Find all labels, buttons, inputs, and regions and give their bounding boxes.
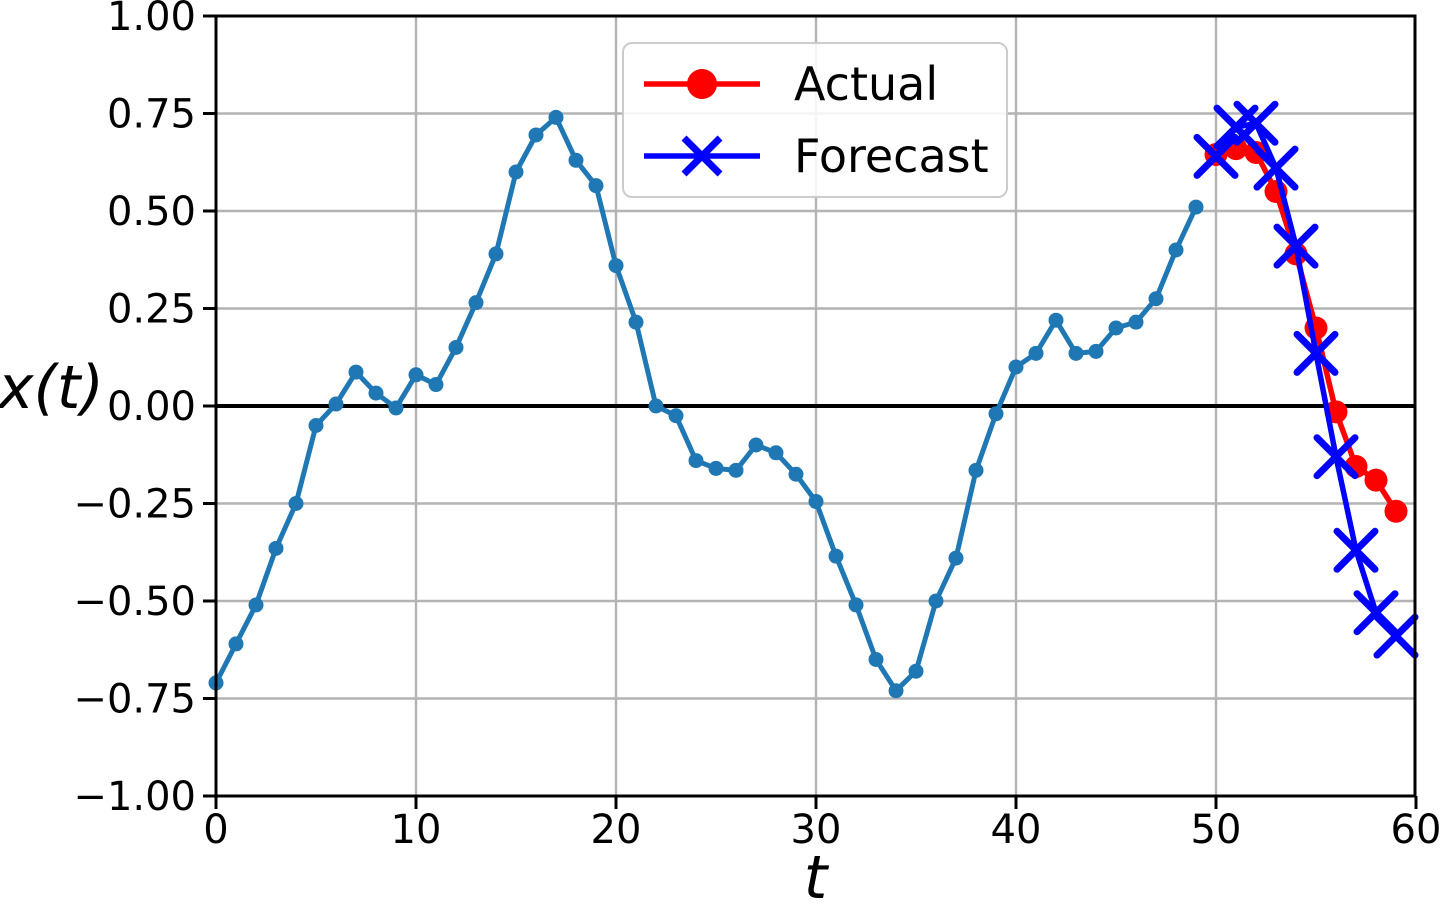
series-history-marker <box>248 597 264 613</box>
series-history-marker <box>348 364 364 380</box>
series-forecast-marker-x <box>1233 100 1279 146</box>
x-tick-label-10: 10 <box>391 807 442 853</box>
series-forecast-line <box>1213 120 1399 639</box>
series-history-marker <box>428 377 444 393</box>
series-history-marker <box>488 246 504 262</box>
series-history-marker <box>888 683 904 699</box>
series-forecast-marker-x <box>1253 145 1299 191</box>
series-history-marker <box>608 258 624 274</box>
series-forecast-marker-x <box>1193 133 1239 179</box>
series-history-marker <box>788 466 804 482</box>
series-history-marker <box>668 408 684 424</box>
series-history-marker <box>588 178 604 194</box>
series-forecast-marker-x <box>1333 527 1379 573</box>
legend-label-actual: Actual <box>794 57 939 111</box>
series-history-marker <box>548 109 564 125</box>
series-history-marker <box>808 494 824 510</box>
series-history-marker <box>828 548 844 564</box>
legend: Actual Forecast <box>622 42 1008 198</box>
series-history-marker <box>1168 242 1184 258</box>
x-tick-label-50: 50 <box>1191 807 1242 853</box>
y-tick-label--0.75: −0.75 <box>73 677 196 723</box>
x-tick-label-0: 0 <box>203 807 228 853</box>
series-history-marker <box>568 152 584 168</box>
series-history-marker <box>868 652 884 667</box>
y-tick-label-0.5: 0.50 <box>107 189 196 235</box>
legend-sample-actual-icon <box>644 69 760 99</box>
series-history-marker <box>748 437 764 453</box>
series-history-marker <box>1108 320 1124 336</box>
series-history-marker <box>328 396 344 412</box>
legend-item-actual: Actual <box>636 49 1006 119</box>
y-tick-label--0.25: −0.25 <box>73 482 196 528</box>
x-tick-label-20: 20 <box>591 807 642 853</box>
legend-item-forecast: Forecast <box>636 121 1006 191</box>
series-history-marker <box>1008 359 1024 375</box>
series-forecast-marker-x <box>1273 223 1319 269</box>
legend-label-forecast: Forecast <box>794 129 989 183</box>
series-history-marker <box>1128 314 1144 330</box>
y-tick-label--0.5: −0.50 <box>73 579 196 625</box>
x-axis-label: t <box>803 843 828 913</box>
series-history-marker <box>1188 199 1204 215</box>
series-forecast-marker-x <box>1313 434 1359 480</box>
series-history-marker <box>648 398 664 414</box>
series-history-marker <box>1048 312 1064 328</box>
series-history-marker <box>688 453 704 469</box>
series-history-marker <box>448 340 464 355</box>
series-history-marker <box>768 445 784 461</box>
series-history-marker <box>728 462 744 478</box>
series-history-marker <box>948 550 964 566</box>
series-history-marker <box>848 597 864 613</box>
series-history-marker <box>408 367 424 383</box>
series-actual-marker <box>1364 468 1388 492</box>
y-tick-label-0.75: 0.75 <box>107 92 196 138</box>
series-history-marker <box>308 418 324 433</box>
x-tick-label-40: 40 <box>991 807 1042 853</box>
series-history-marker <box>368 385 384 401</box>
legend-sample-forecast-icon <box>644 135 760 177</box>
series-history-marker <box>508 164 524 180</box>
series-history-marker <box>528 127 544 143</box>
series-actual-marker <box>1384 499 1408 523</box>
series-forecast-marker-x <box>1293 330 1339 376</box>
series-history-marker <box>468 295 484 311</box>
y-tick-label-0.25: 0.25 <box>107 287 196 333</box>
series-forecast-marker-x <box>1373 613 1419 659</box>
series-history-marker <box>1028 345 1044 361</box>
series-history-marker <box>268 540 284 556</box>
y-tick-label-0: 0.00 <box>107 384 196 430</box>
series-history-marker <box>388 400 404 416</box>
series-history-marker <box>968 462 984 478</box>
y-axis-label: x(t) <box>0 353 104 423</box>
series-history-marker <box>228 636 244 652</box>
y-tick-label--1: −1.00 <box>73 774 196 820</box>
x-tick-label-30: 30 <box>791 807 842 853</box>
series-history-marker <box>988 406 1004 422</box>
series-history-marker <box>1148 291 1164 307</box>
series-history-marker <box>288 496 304 511</box>
y-tick-label-1: 1.00 <box>107 0 196 40</box>
series-history-marker <box>1068 345 1084 361</box>
series-history-marker <box>628 314 644 330</box>
x-tick-label-60: 60 <box>1391 807 1440 853</box>
series-history-marker <box>708 460 724 476</box>
series-history-marker <box>1088 343 1104 359</box>
series-history-marker <box>928 593 944 609</box>
series-history-marker <box>908 663 924 679</box>
